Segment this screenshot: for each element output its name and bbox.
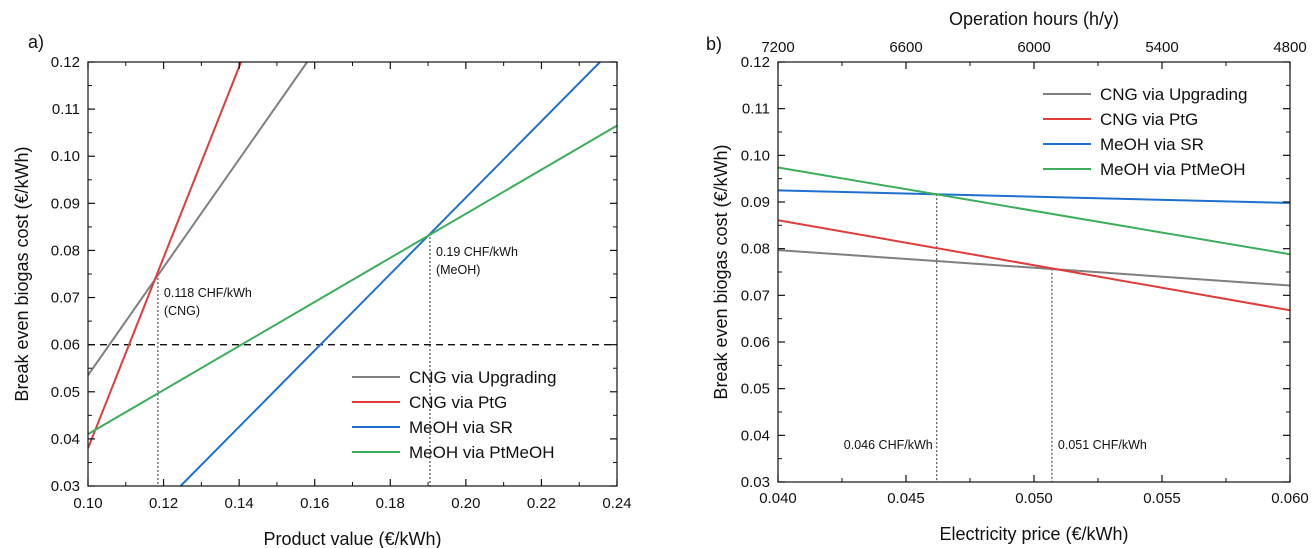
series-line-b-2 (778, 219, 1290, 312)
x-tick-label-b: 0.040 (759, 490, 797, 507)
legend-label-a-2: CNG via PtG (409, 393, 507, 412)
series-line-b-3 (778, 189, 1290, 204)
top-tick-label-b: 7200 (761, 39, 794, 56)
y-axis-label-a: Break even biogas cost (€/kWh) (12, 146, 32, 401)
x-tick-label-a: 0.24 (602, 495, 631, 512)
x-tick-label-b: 0.050 (1015, 490, 1053, 507)
y-tick-label-a: 0.08 (51, 242, 80, 259)
y-tick-label-b: 0.10 (741, 147, 770, 164)
y-tick-label-b: 0.03 (741, 474, 770, 491)
x-tick-label-a: 0.20 (451, 495, 480, 512)
top-axis-label-b: Operation hours (h/y) (949, 9, 1119, 29)
x-tick-label-b: 0.055 (1143, 490, 1181, 507)
annotation-b-2: 0.051 CHF/kWh (1058, 438, 1147, 452)
y-tick-label-a: 0.10 (51, 148, 80, 165)
x-tick-label-a: 0.10 (73, 495, 102, 512)
top-tick-label-b: 6600 (889, 39, 922, 56)
plot-frame-b (777, 61, 1291, 483)
annotation-a-2-line2: (MeOH) (436, 263, 480, 277)
top-tick-label-b: 6000 (1017, 39, 1050, 56)
y-axis-label-b: Break even biogas cost (€/kWh) (711, 144, 731, 399)
x-tick-label-a: 0.18 (376, 495, 405, 512)
y-tick-label-a: 0.11 (52, 101, 80, 118)
series-line-b-1 (778, 249, 1290, 287)
y-tick-label-b: 0.12 (741, 54, 770, 71)
y-tick-label-a: 0.12 (51, 54, 80, 71)
legend-label-a-3: MeOH via SR (409, 418, 513, 437)
annotation-b-1: 0.046 CHF/kWh (844, 438, 933, 452)
annotation-a-2-line1: 0.19 CHF/kWh (436, 245, 518, 259)
x-tick-label-a: 0.16 (300, 495, 329, 512)
x-tick-label-a: 0.22 (527, 495, 556, 512)
series-line-a-4 (88, 124, 617, 436)
series-line-a-1 (88, 62, 308, 376)
y-tick-label-a: 0.09 (51, 195, 80, 212)
y-tick-label-b: 0.06 (741, 334, 770, 351)
y-tick-label-b: 0.09 (741, 194, 770, 211)
series-line-a-2 (88, 62, 242, 449)
x-tick-label-a: 0.14 (225, 495, 254, 512)
y-tick-label-b: 0.04 (741, 427, 770, 444)
top-tick-label-b: 4800 (1273, 39, 1306, 56)
y-tick-label-a: 0.04 (51, 431, 80, 448)
y-tick-label-a: 0.07 (51, 290, 80, 307)
series-line-b-4 (778, 166, 1290, 256)
annotation-a-1-line2: (CNG) (164, 304, 200, 318)
y-tick-label-b: 0.08 (741, 241, 770, 258)
x-axis-label-b: Electricity price (€/kWh) (939, 524, 1128, 544)
x-tick-label-b: 0.045 (887, 490, 925, 507)
y-tick-label-b: 0.11 (742, 101, 770, 118)
y-tick-label-a: 0.03 (51, 478, 80, 495)
x-tick-label-a: 0.12 (149, 495, 178, 512)
legend-label-b-1: CNG via Upgrading (1100, 85, 1247, 104)
top-tick-label-b: 5400 (1145, 39, 1178, 56)
annotation-a-1-line1: 0.118 CHF/kWh (164, 286, 252, 300)
legend-label-a-1: CNG via Upgrading (409, 368, 556, 387)
y-tick-label-b: 0.07 (741, 287, 770, 304)
panel-label-a: a) (28, 32, 44, 52)
legend-label-b-2: CNG via PtG (1100, 110, 1198, 129)
series-line-a-3 (179, 62, 601, 486)
legend-label-b-3: MeOH via SR (1100, 135, 1204, 154)
y-tick-label-b: 0.05 (741, 381, 770, 398)
panel-label-b: b) (706, 34, 722, 54)
legend-label-a-4: MeOH via PtMeOH (409, 443, 554, 462)
y-tick-label-a: 0.06 (51, 337, 80, 354)
x-axis-label-a: Product value (€/kWh) (263, 529, 441, 548)
legend-label-b-4: MeOH via PtMeOH (1100, 160, 1245, 179)
y-tick-label-a: 0.05 (51, 384, 80, 401)
x-tick-label-b: 0.060 (1271, 490, 1309, 507)
